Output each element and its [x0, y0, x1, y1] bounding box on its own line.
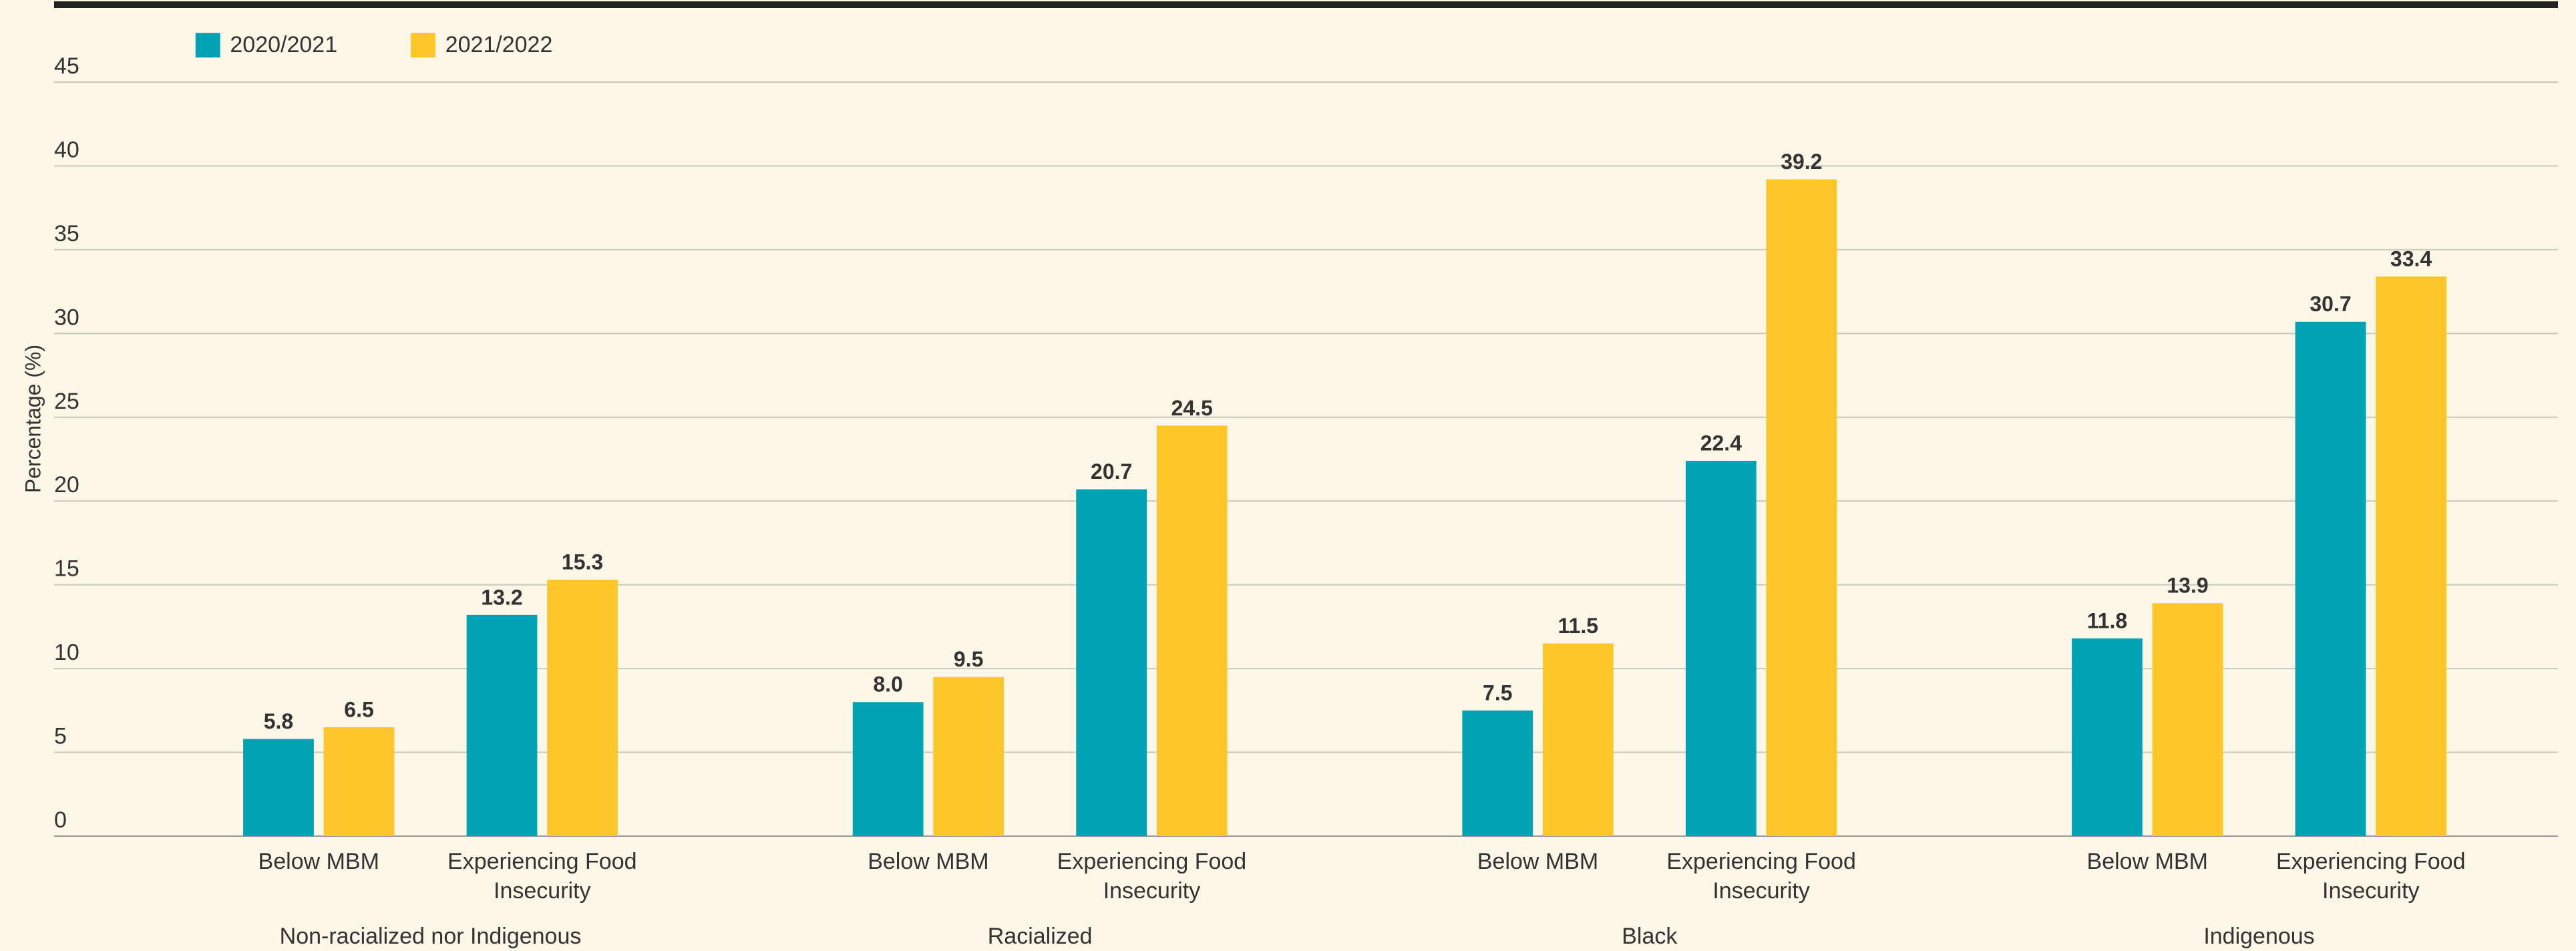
x-tick-label: Below MBM: [1477, 849, 1599, 874]
bar: [2072, 638, 2143, 836]
x-tick-label: Experiencing Food Insecurity: [2276, 849, 2466, 904]
bar: [547, 580, 618, 836]
bar: [1685, 461, 1757, 836]
x-tick-label: Below MBM: [868, 849, 989, 874]
bar: [243, 739, 314, 836]
value-label: 39.2: [1781, 150, 1822, 174]
bar: [1156, 425, 1228, 836]
value-label: 22.4: [1700, 431, 1742, 455]
group-label: Indigenous: [2203, 924, 2315, 949]
value-label: 15.3: [562, 550, 603, 574]
top-rule: [54, 1, 2558, 8]
legend-swatch: [195, 33, 220, 58]
y-axis-title: Percentage (%): [21, 345, 45, 493]
y-tick-label: 25: [54, 389, 79, 414]
bar: [2295, 321, 2366, 836]
y-tick-label: 40: [54, 137, 79, 162]
y-tick-label: 5: [54, 724, 67, 749]
group-label: Racialized: [987, 924, 1093, 949]
y-tick-label: 30: [54, 305, 79, 330]
group-label: Black: [1622, 924, 1678, 949]
value-label: 9.5: [954, 647, 983, 671]
value-label: 7.5: [1483, 681, 1512, 705]
value-label: 5.8: [264, 709, 293, 733]
y-tick-label: 20: [54, 472, 79, 498]
bar: [1076, 489, 1147, 836]
bar: [933, 677, 1004, 836]
value-label: 6.5: [344, 697, 373, 721]
bar: [1766, 179, 1837, 836]
value-label: 13.2: [481, 585, 522, 609]
bar: [2152, 603, 2223, 836]
bar: [1542, 643, 1614, 836]
value-label: 11.5: [1558, 614, 1599, 638]
legend-label: 2021/2022: [445, 32, 553, 57]
bar: [852, 702, 924, 836]
bar: [2376, 276, 2446, 836]
value-label: 20.7: [1091, 459, 1132, 484]
bar: [323, 727, 395, 836]
y-tick-label: 15: [54, 556, 79, 582]
legend-swatch: [411, 33, 435, 58]
legend-label: 2020/2021: [230, 32, 337, 57]
group-label: Non-racialized nor Indigenous: [279, 924, 582, 949]
x-tick-label: Below MBM: [2086, 849, 2208, 874]
x-tick-label: Experiencing Food Insecurity: [1666, 849, 1856, 904]
y-tick-label: 35: [54, 221, 79, 246]
value-label: 11.8: [2087, 608, 2128, 632]
value-label: 8.0: [873, 673, 902, 697]
y-tick-label: 45: [54, 53, 79, 79]
value-label: 24.5: [1171, 396, 1213, 420]
x-tick-label: Experiencing Food Insecurity: [447, 849, 637, 904]
value-label: 30.7: [2310, 292, 2351, 316]
value-label: 13.9: [2167, 574, 2208, 598]
x-tick-label: Experiencing Food Insecurity: [1057, 849, 1247, 904]
bar: [1462, 710, 1533, 836]
bar: [466, 614, 538, 836]
value-label: 33.4: [2390, 246, 2432, 270]
y-tick-label: 0: [54, 807, 67, 833]
x-tick-label: Below MBM: [258, 849, 379, 874]
y-tick-label: 10: [54, 640, 79, 665]
